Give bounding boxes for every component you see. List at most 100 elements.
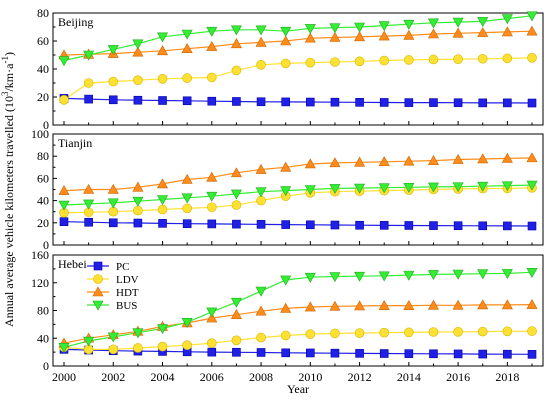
data-point-ldv — [182, 203, 192, 214]
y-tick-label: 80 — [37, 6, 49, 20]
data-point-pc — [256, 220, 266, 229]
data-point-hdt — [157, 178, 169, 189]
data-point-pc — [429, 221, 438, 230]
panel-title: Hebei — [58, 257, 87, 271]
data-point-bus — [526, 180, 538, 191]
x-tick-label: 2014 — [397, 370, 421, 384]
series-points-hdt — [58, 152, 538, 195]
y-tick-label: 60 — [37, 171, 49, 185]
y-axis-title: Annual average vehicle kilometers travel… — [0, 52, 16, 327]
data-point-bus — [157, 195, 169, 206]
data-point-bus — [501, 269, 513, 280]
data-point-hdt — [280, 161, 292, 172]
x-tick-label: 2018 — [495, 370, 519, 384]
legend-entry-hdt: HDT — [87, 286, 139, 299]
data-point-bus — [58, 56, 70, 67]
data-point-hdt — [157, 45, 169, 56]
y-tick-label: 80 — [37, 304, 49, 318]
data-point-bus — [230, 189, 242, 200]
data-point-bus — [181, 29, 193, 40]
data-point-ldv — [428, 54, 439, 65]
series-line-hdt — [63, 157, 533, 192]
x-tick-label: 2012 — [348, 370, 372, 384]
data-point-ldv — [133, 343, 143, 353]
x-tick-label: 2000 — [52, 370, 76, 384]
data-point-hdt — [206, 312, 218, 323]
data-point-bus — [403, 182, 415, 193]
legend-marker — [93, 274, 103, 284]
data-point-hdt — [452, 153, 464, 164]
data-point-bus — [255, 187, 267, 198]
data-point-ldv — [330, 328, 340, 339]
data-point-bus — [157, 32, 169, 43]
data-point-pc — [404, 349, 414, 358]
panel-beijing: 0 20 40 60 80 Beijing — [37, 6, 544, 132]
data-point-pc — [478, 349, 488, 359]
data-point-ldv — [182, 340, 192, 350]
x-tick-labels: 2000 2002 2004 2006 2008 2010 2012 2014 2016 2018 — [52, 370, 519, 384]
data-point-pc — [330, 348, 340, 358]
data-point-pc — [453, 221, 463, 230]
data-point-bus — [452, 269, 464, 280]
data-point-pc — [232, 347, 241, 357]
data-point-pc — [256, 348, 266, 357]
data-point-bus — [304, 185, 316, 196]
series-line-hdt — [63, 30, 533, 56]
data-point-bus — [206, 26, 218, 37]
legend-marker — [92, 286, 104, 297]
x-tick-label: 2002 — [101, 370, 125, 384]
data-point-hdt — [378, 300, 390, 310]
data-point-pc — [207, 219, 217, 229]
data-point-ldv — [256, 195, 266, 206]
data-point-bus — [501, 14, 513, 25]
data-point-pc — [379, 98, 389, 107]
data-point-hdt — [280, 35, 292, 46]
data-point-hdt — [378, 156, 390, 167]
data-point-ldv — [108, 344, 119, 355]
data-point-pc — [232, 97, 241, 106]
data-point-hdt — [230, 167, 242, 178]
data-point-hdt — [107, 183, 119, 194]
data-point-hdt — [181, 173, 193, 184]
data-point-pc — [429, 98, 438, 107]
data-point-bus — [206, 307, 218, 318]
data-point-bus — [280, 275, 292, 286]
data-point-ldv — [404, 55, 414, 65]
data-point-ldv — [305, 329, 316, 339]
data-point-bus — [329, 184, 341, 195]
data-point-ldv — [206, 202, 217, 213]
data-point-pc — [379, 349, 389, 358]
data-point-bus — [477, 17, 489, 28]
y-tick-label: 40 — [37, 194, 49, 208]
data-point-ldv — [477, 326, 488, 337]
data-point-hdt — [230, 309, 242, 319]
data-point-ldv — [502, 326, 513, 337]
data-point-ldv — [256, 332, 266, 343]
y-tick-label: 20 — [37, 216, 49, 230]
data-point-bus — [132, 196, 144, 207]
x-tick-label: 2006 — [200, 370, 224, 384]
data-point-hdt — [58, 184, 70, 195]
data-point-hdt — [354, 300, 366, 311]
panel-tianjin: 0 20 40 60 80 100 Tianjin — [31, 127, 544, 252]
data-point-ldv — [453, 54, 463, 65]
data-point-hdt — [329, 300, 341, 311]
data-point-bus — [255, 286, 267, 297]
data-point-ldv — [231, 335, 242, 346]
data-point-hdt — [501, 299, 513, 310]
legend-entry-bus: BUS — [87, 300, 137, 312]
data-point-bus — [501, 181, 513, 192]
y-axis-title-main: Annual average vehicle kilometers travel… — [2, 96, 16, 327]
data-point-hdt — [427, 299, 439, 310]
data-point-pc — [330, 97, 340, 107]
data-point-pc — [256, 97, 266, 107]
y-axis-title-close: ) — [2, 52, 16, 56]
data-point-hdt — [477, 299, 489, 310]
data-point-ldv — [231, 65, 242, 76]
data-point-bus — [58, 200, 70, 211]
data-point-pc — [527, 98, 537, 108]
data-point-ldv — [379, 327, 390, 338]
data-point-ldv — [502, 53, 513, 64]
data-point-bus — [354, 271, 366, 282]
y-axis-title-sup: 3 — [0, 91, 10, 96]
